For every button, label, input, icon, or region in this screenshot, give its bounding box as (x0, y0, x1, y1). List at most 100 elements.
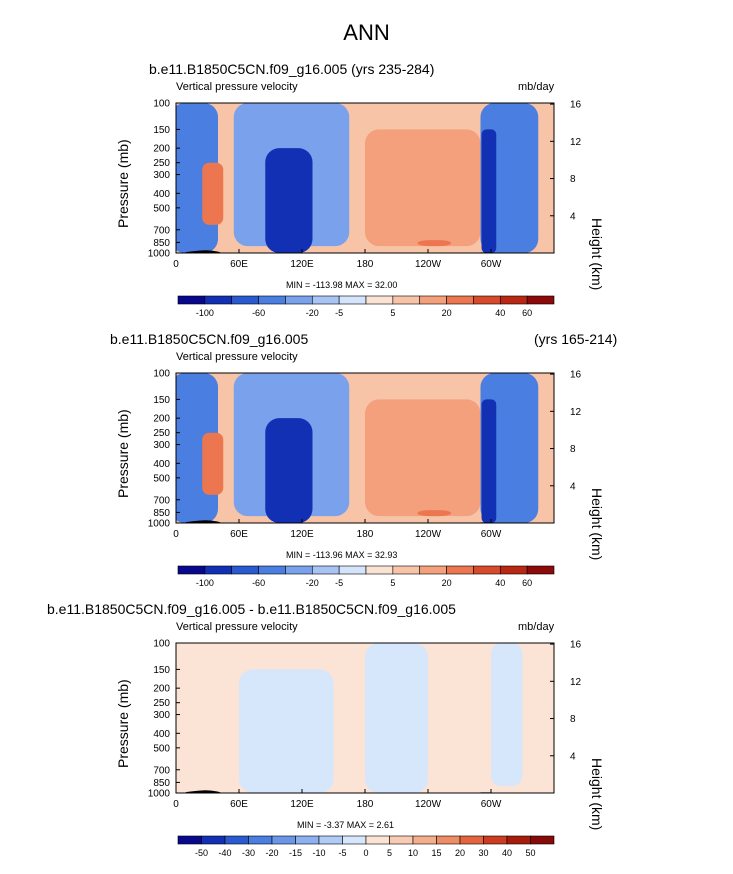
labelbar-swatch (436, 835, 461, 845)
panel2-var-label: Vertical pressure velocity (176, 351, 298, 363)
labelbar-swatch (258, 565, 286, 575)
panel3-var-label: Vertical pressure velocity (176, 621, 298, 633)
x-tick-label: 120E (290, 799, 314, 810)
labelbar-swatch (473, 295, 501, 305)
y-tick-label: 250 (153, 428, 170, 439)
y-tick-label: 300 (153, 710, 170, 721)
panel1-title: b.e11.B1850C5CN.f09_g16.005 (yrs 235-284… (149, 61, 435, 77)
labelbar-swatch (392, 295, 421, 305)
labelbar-swatch (365, 835, 390, 845)
y2-tick-label: 12 (570, 677, 582, 688)
labelbar-label: -40 (218, 848, 231, 858)
y-tick-label: 850 (153, 508, 170, 519)
labelbar-label: 40 (495, 308, 505, 318)
y-tick-label: 700 (153, 765, 170, 776)
labelbar-label: 40 (502, 848, 512, 858)
labelbar-label: -30 (242, 848, 255, 858)
y-tick-label: 700 (153, 495, 170, 506)
y-tick-label: 1000 (148, 519, 171, 530)
panel1-units: mb/day (518, 81, 555, 93)
y-tick-label: 500 (153, 473, 170, 484)
x-tick-label: 180 (357, 529, 374, 540)
y-tick-label: 400 (153, 729, 170, 740)
labelbar-swatch (201, 835, 226, 845)
field-feature (481, 129, 497, 253)
labelbar-swatch (459, 835, 484, 845)
y2-tick-label: 4 (570, 481, 576, 492)
y-tick-label: 150 (153, 665, 170, 676)
labelbar-label: 20 (442, 308, 452, 318)
topography (184, 520, 223, 523)
panel2-field (176, 373, 554, 523)
y-tick-label: 100 (153, 369, 170, 380)
labelbar-swatch (342, 835, 367, 845)
x-tick-label: 120W (415, 799, 442, 810)
x-tick-label: 120W (415, 529, 442, 540)
field-feature (365, 643, 428, 793)
y-tick-label: 300 (153, 170, 170, 181)
panel2-y-axis-label: Pressure (mb) (115, 409, 131, 498)
labelbar-label: 15 (431, 848, 441, 858)
labelbar-label: 5 (390, 578, 395, 588)
labelbar-label: -20 (306, 308, 319, 318)
y2-tick-label: 4 (570, 211, 576, 222)
x-tick-label: 0 (173, 529, 179, 540)
labelbar-swatch (338, 295, 367, 305)
labelbar-label: -50 (195, 848, 208, 858)
panel2-y2-axis-label: Height (km) (589, 488, 605, 561)
labelbar-swatch (258, 295, 286, 305)
y2-tick-label: 8 (570, 444, 576, 455)
labelbar-label: 10 (408, 848, 418, 858)
field-feature (491, 643, 523, 787)
labelbar-swatch (499, 295, 528, 305)
x-tick-label: 60E (230, 529, 248, 540)
x-tick-label: 60E (230, 799, 248, 810)
labelbar-label: 5 (387, 848, 392, 858)
field-feature (365, 129, 481, 247)
x-tick-label: 180 (357, 259, 374, 270)
labelbar-swatch (412, 835, 437, 845)
x-tick-label: 120E (290, 529, 314, 540)
x-tick-label: 0 (173, 799, 179, 810)
field-feature (202, 432, 224, 495)
labelbar-swatch (365, 565, 394, 575)
labelbar-swatch (285, 565, 313, 575)
labelbar-swatch (204, 565, 233, 575)
labelbar-swatch (177, 835, 202, 845)
field-feature (265, 148, 313, 253)
y-tick-label: 850 (153, 778, 170, 789)
labelbar-swatch (526, 565, 555, 575)
labelbar-swatch (295, 835, 320, 845)
x-tick-label: 120W (415, 259, 442, 270)
labelbar-label: 0 (363, 848, 368, 858)
y-tick-label: 250 (153, 158, 170, 169)
labelbar-swatch (473, 565, 501, 575)
field-feature (417, 510, 452, 517)
panel2-minmax: MIN = -113.96 MAX = 32.93 (286, 550, 398, 560)
y-tick-label: 1000 (148, 789, 171, 800)
labelbar-swatch (506, 835, 531, 845)
labelbar-label: 50 (525, 848, 535, 858)
panel3-y2-axis-label: Height (km) (589, 758, 605, 831)
labelbar-swatch (311, 295, 340, 305)
labelbar-swatch (177, 565, 206, 575)
labelbar-swatch (392, 565, 421, 575)
y2-tick-label: 4 (570, 751, 576, 762)
labelbar-label: 20 (442, 578, 452, 588)
panel3-field (176, 643, 554, 793)
labelbar-swatch (285, 295, 313, 305)
topography (184, 250, 223, 253)
y-tick-label: 300 (153, 440, 170, 451)
x-tick-label: 120E (290, 259, 314, 270)
labelbar-swatch (389, 835, 414, 845)
labelbar-swatch (248, 835, 273, 845)
field-feature (202, 162, 224, 225)
field-feature (481, 399, 497, 523)
labelbar-label: -10 (312, 848, 325, 858)
y2-tick-label: 16 (570, 640, 582, 651)
y2-tick-label: 16 (570, 100, 582, 111)
labelbar-swatch (483, 835, 508, 845)
labelbar-swatch (419, 565, 447, 575)
y-tick-label: 400 (153, 189, 170, 200)
